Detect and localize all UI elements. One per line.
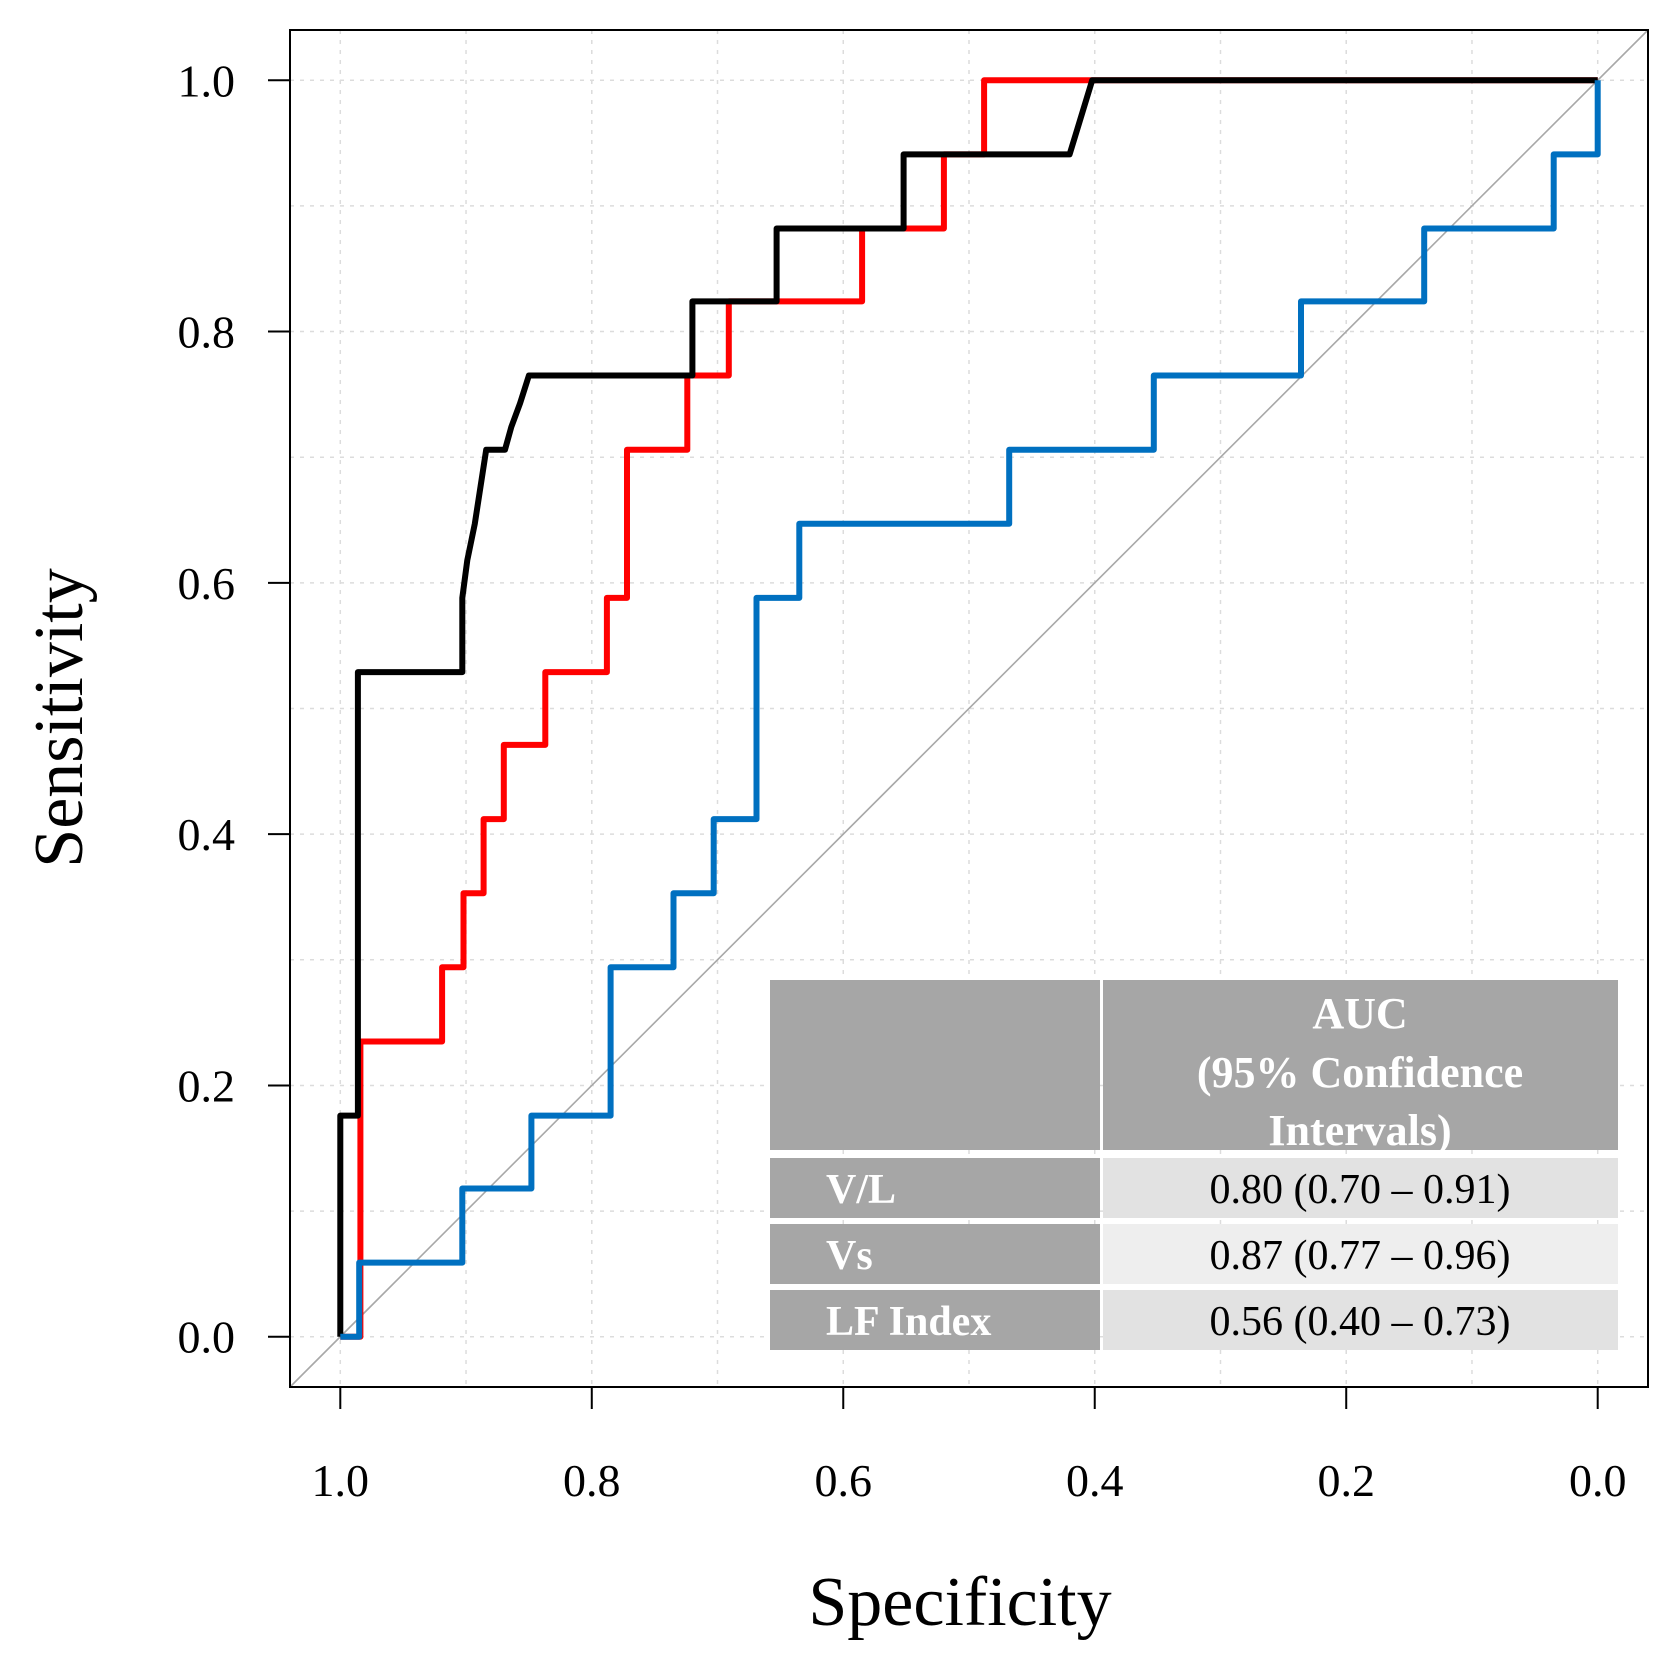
y-axis: 0.0 0.2 0.4 0.6 0.8 1.0 — [178, 55, 290, 1363]
y-tick-label: 0.4 — [178, 809, 236, 860]
y-tick-label: 0.8 — [178, 307, 236, 358]
table-row-name: V/L — [826, 1167, 896, 1213]
x-tick-label: 0.6 — [815, 1455, 873, 1506]
y-tick-label: 0.2 — [178, 1060, 236, 1111]
x-tick-label: 0.8 — [563, 1455, 621, 1506]
y-tick-label: 0.6 — [178, 558, 236, 609]
x-tick-label: 0.4 — [1066, 1455, 1124, 1506]
table-header-cell — [1103, 980, 1618, 1150]
table-header-line-2: (95% Confidence — [1197, 1048, 1523, 1097]
table-row-value-cell — [1103, 1224, 1618, 1284]
table-row-name-cell — [770, 1158, 1100, 1218]
x-tick-label: 0.2 — [1317, 1455, 1375, 1506]
series-line-vs — [337, 77, 1598, 1337]
table-header-line-1: AUC — [1312, 989, 1407, 1038]
table-row-name: Vs — [826, 1233, 873, 1279]
table-row-name-cell — [770, 1224, 1100, 1284]
x-tick-label: 1.0 — [312, 1455, 370, 1506]
y-tick-label: 0.0 — [178, 1312, 236, 1363]
table-row-value: 0.56 (0.40 – 0.73) — [1210, 1299, 1511, 1345]
y-tick-label: 1.0 — [178, 55, 236, 106]
table-header-blank-cell — [770, 980, 1100, 1150]
table-row-value-cell — [1103, 1158, 1618, 1218]
table-row-value: 0.87 (0.77 – 0.96) — [1210, 1233, 1511, 1279]
series-line-lf-index — [340, 80, 1601, 1340]
auc-legend-table: AUC (95% Confidence Intervals) V/L 0.80 … — [770, 980, 1618, 1350]
series-group — [337, 77, 1601, 1340]
table-header-line-3: Intervals) — [1268, 1106, 1451, 1155]
table-row-name: LF Index — [826, 1299, 991, 1345]
table-row-name-cell — [770, 1290, 1100, 1350]
y-axis-title: Sensitivity — [21, 568, 98, 867]
x-axis: 1.0 0.8 0.6 0.4 0.2 0.0 — [312, 1386, 1627, 1506]
x-axis-title: Specificity — [808, 1564, 1111, 1641]
x-tick-label: 0.0 — [1569, 1455, 1627, 1506]
table-row-value-cell — [1103, 1290, 1618, 1350]
table-row-value: 0.80 (0.70 – 0.91) — [1210, 1167, 1511, 1213]
